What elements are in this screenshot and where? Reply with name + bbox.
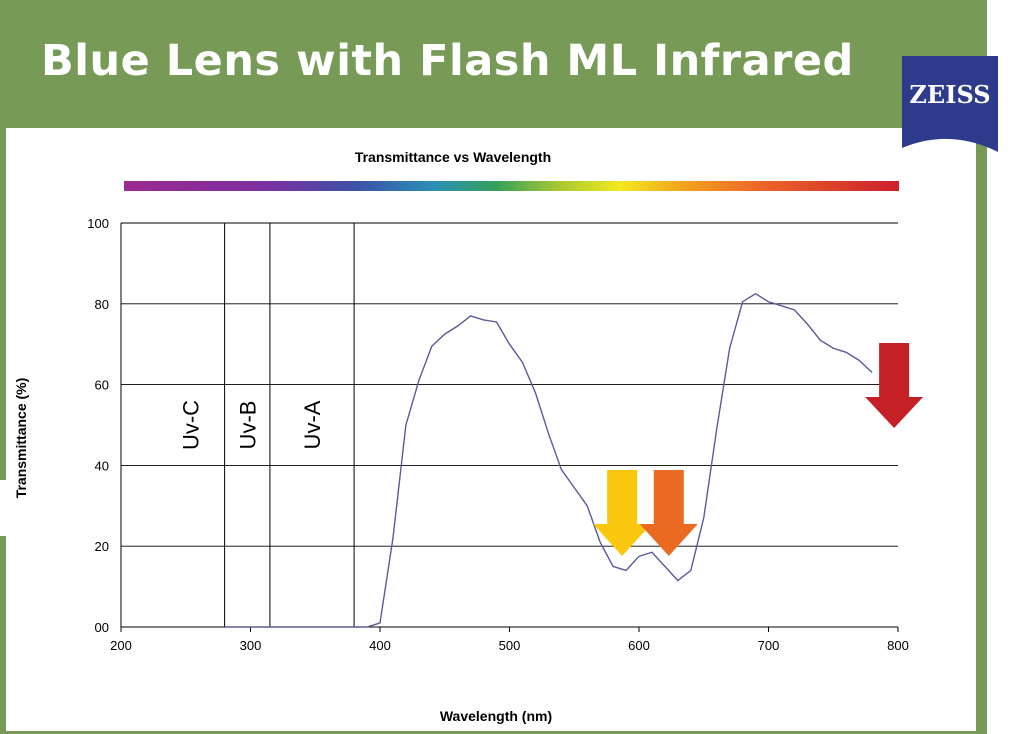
arrow-orange bbox=[639, 470, 698, 556]
y-tick-label-40: 40 bbox=[95, 458, 109, 473]
spectrum-bar bbox=[124, 181, 899, 191]
series-0-line bbox=[224, 292, 873, 628]
x-axis-title: Wavelength (nm) bbox=[440, 708, 552, 724]
y-tick-label-20: 20 bbox=[95, 539, 109, 554]
region-label-uv-a: Uv-A bbox=[300, 400, 325, 449]
y-tick-label-80: 80 bbox=[95, 297, 109, 312]
x-tick-label-500: 500 bbox=[499, 638, 521, 653]
arrow-yellow bbox=[593, 470, 652, 556]
y-axis-title: Transmittance (%) bbox=[13, 378, 29, 499]
region-label-uv-b: Uv-B bbox=[235, 401, 260, 450]
arrow-red bbox=[865, 343, 924, 428]
x-tick-label-300: 300 bbox=[240, 638, 262, 653]
zeiss-logo-text: ZEISS bbox=[909, 80, 990, 109]
y-tick-label-60: 60 bbox=[95, 378, 109, 393]
slide-border-bottom bbox=[0, 731, 987, 734]
x-tick-label-200: 200 bbox=[110, 638, 132, 653]
slide-border-left-bottom bbox=[0, 536, 6, 734]
slide-title: Blue Lens with Flash ML Infrared bbox=[41, 36, 854, 86]
slide-border-right bbox=[976, 128, 987, 734]
region-label-uv-c: Uv-C bbox=[179, 400, 204, 450]
zeiss-logo: ZEISS bbox=[902, 56, 998, 152]
x-tick-label-800: 800 bbox=[887, 638, 909, 653]
y-tick-label-100: 100 bbox=[87, 216, 109, 231]
x-tick-label-700: 700 bbox=[758, 638, 780, 653]
x-tick-label-600: 600 bbox=[628, 638, 650, 653]
y-tick-label-0: 00 bbox=[95, 620, 109, 635]
header-band bbox=[0, 0, 987, 128]
x-tick-label-400: 400 bbox=[369, 638, 391, 653]
slide-border-left-top bbox=[0, 128, 6, 480]
chart-title: Transmittance vs Wavelength bbox=[355, 149, 551, 165]
